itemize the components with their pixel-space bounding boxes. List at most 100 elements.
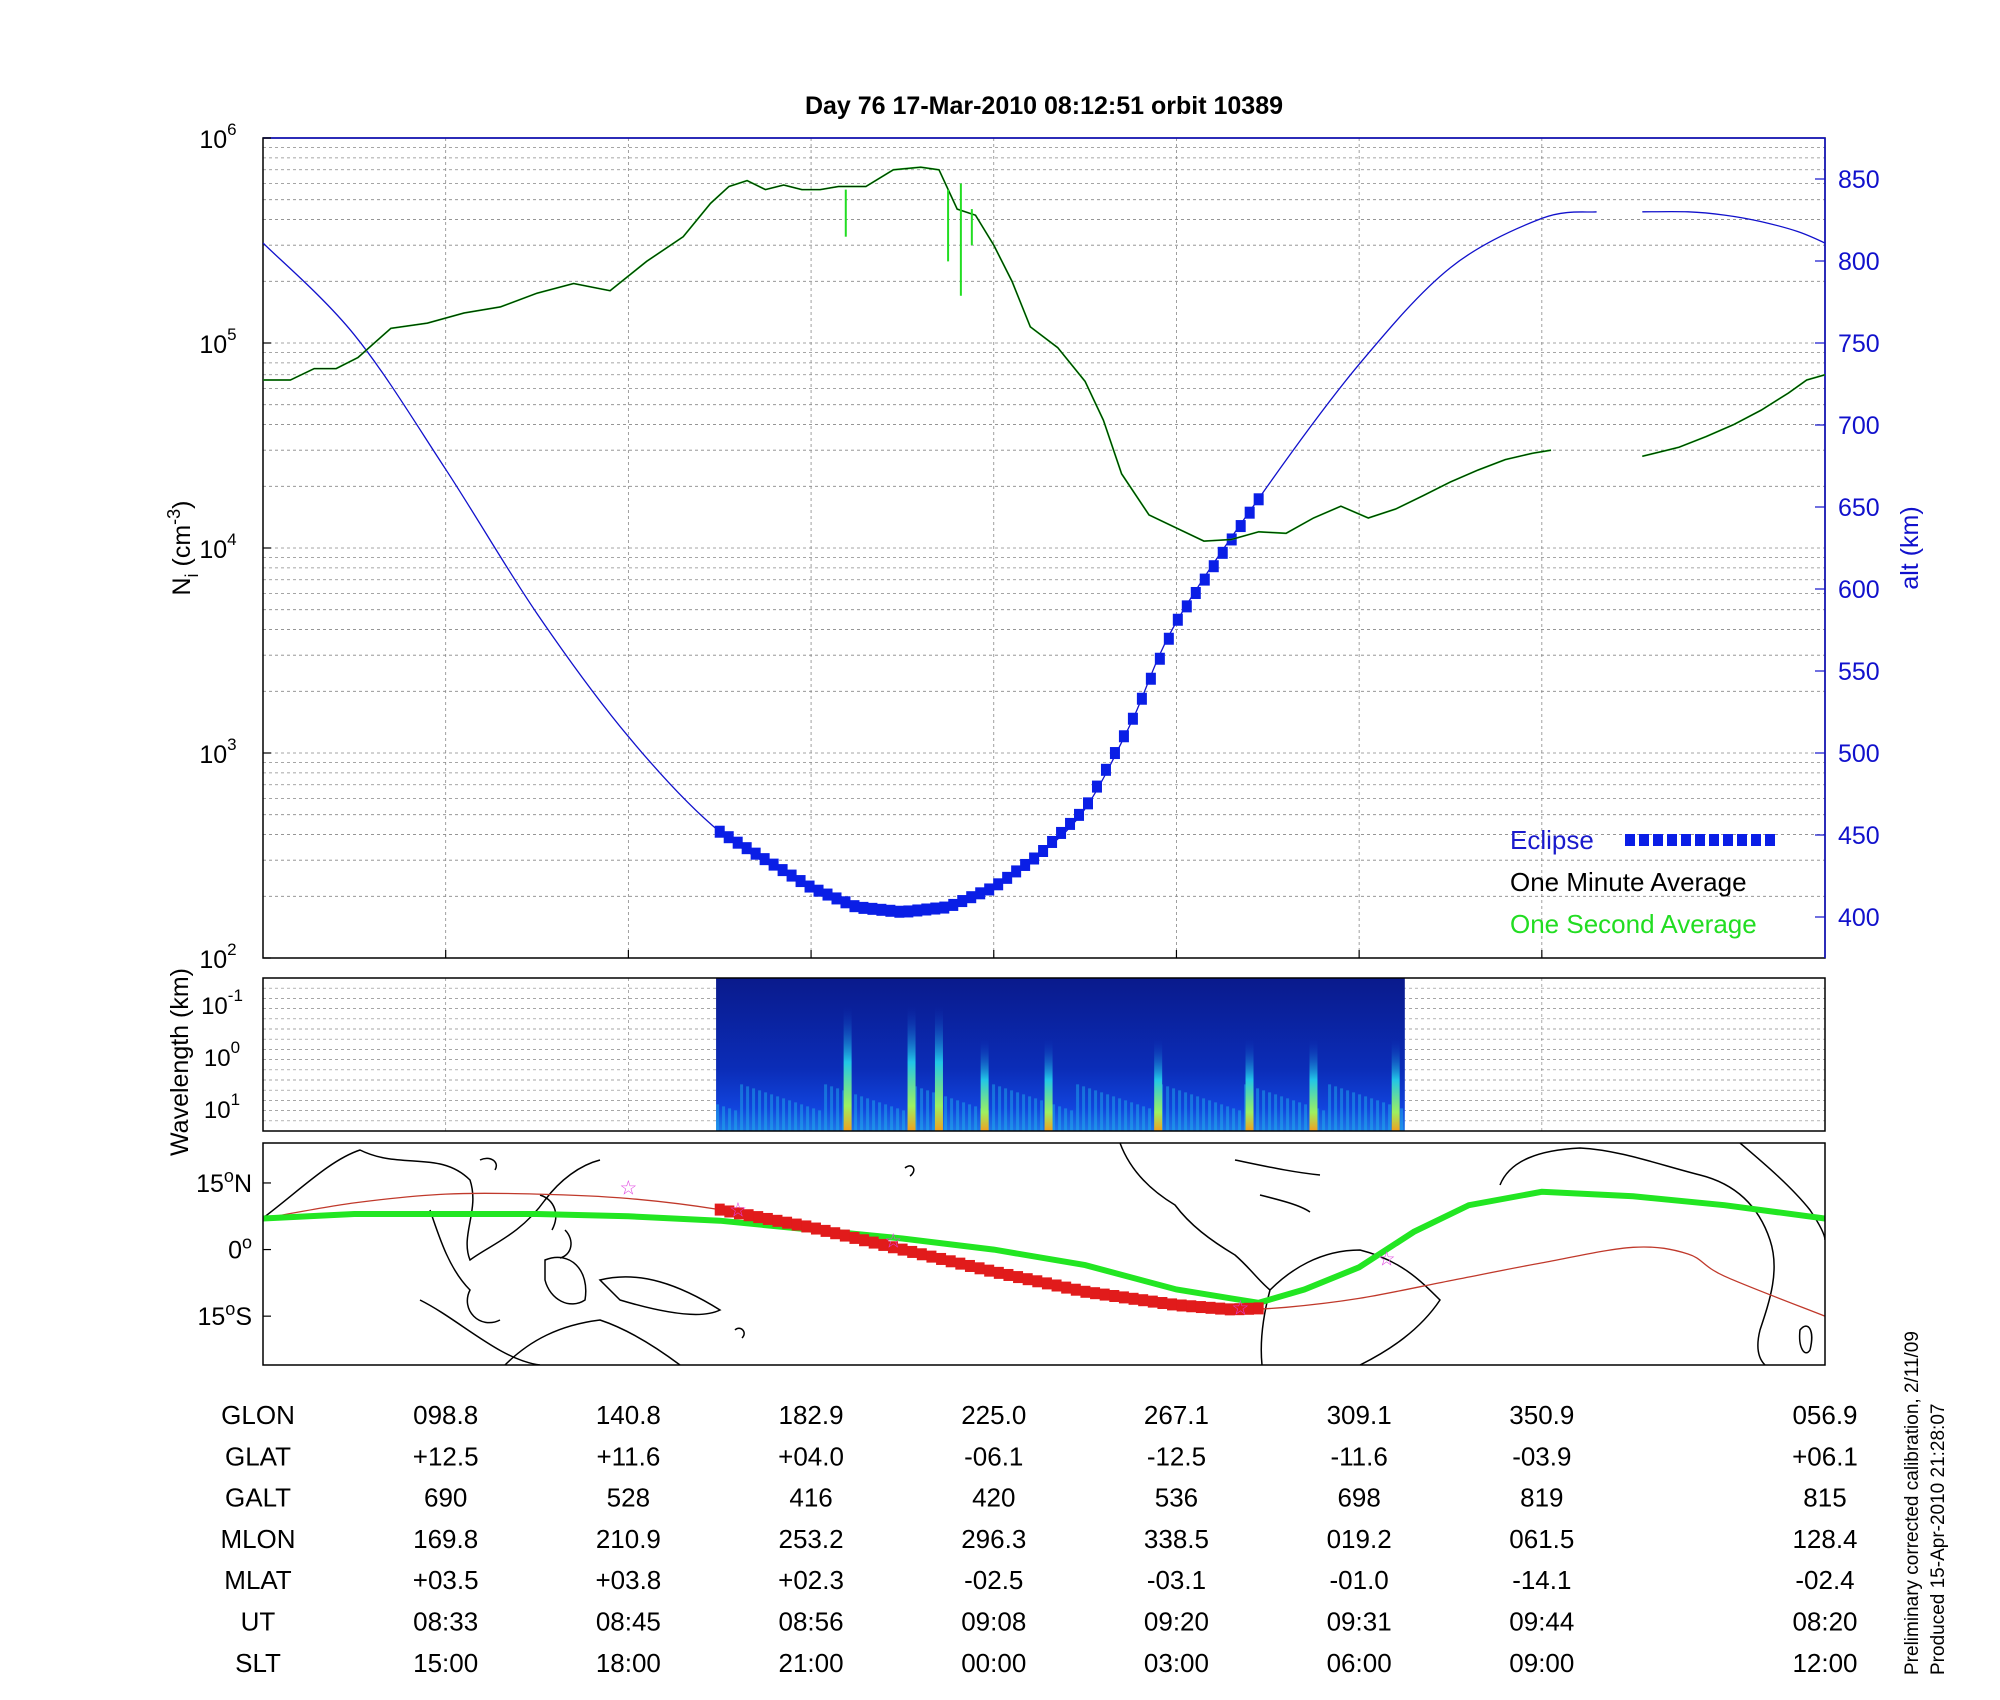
spec-column — [1208, 1100, 1212, 1131]
spec-hot-spot — [1154, 1038, 1163, 1131]
table-cell: 21:00 — [779, 1648, 844, 1678]
coast-asia — [263, 1149, 601, 1262]
spec-column — [794, 1102, 798, 1131]
table-cell: 690 — [424, 1483, 467, 1513]
spec-column — [1226, 1106, 1230, 1131]
spec-hot-spot — [843, 1006, 852, 1131]
eclipse-track-marker — [762, 1212, 773, 1225]
spec-column — [1298, 1102, 1302, 1131]
eclipse-marker — [984, 883, 995, 896]
table-cell: 140.8 — [596, 1400, 661, 1430]
spec-column — [842, 1090, 846, 1131]
y-tick-label: 103 — [199, 735, 236, 769]
spec-hot-spot — [907, 1006, 916, 1131]
alt-tick-label: 600 — [1838, 576, 1880, 604]
spec-column — [1088, 1088, 1092, 1131]
spec-tick-label: 10-1 — [201, 986, 243, 1020]
spec-column — [1232, 1108, 1236, 1131]
spec-column — [1136, 1104, 1140, 1131]
eclipse-track-marker — [1022, 1273, 1033, 1286]
density-panel: 102 103 104 105 106 400 450 500 550 600 650 700 750… — [164, 120, 1924, 974]
eclipse-marker — [795, 875, 806, 888]
side-notes: Preliminary corrected calibration, 2/11/… — [1902, 1331, 1949, 1675]
table-cell: 169.8 — [413, 1524, 478, 1554]
table-cell: 15:00 — [413, 1648, 478, 1678]
chart-title: Day 76 17-Mar-2010 08:12:51 orbit 10389 — [805, 92, 1283, 120]
eclipse-track-marker — [791, 1218, 802, 1231]
eclipse-marker — [1109, 747, 1120, 760]
table-cell: 309.1 — [1327, 1400, 1392, 1430]
eclipse-marker — [993, 878, 1004, 891]
eclipse-track-marker — [1176, 1299, 1187, 1312]
coast-newguinea — [598, 1276, 722, 1316]
table-cell: +06.1 — [1792, 1441, 1858, 1471]
eclipse-track-marker — [945, 1255, 956, 1268]
spec-column — [1280, 1096, 1284, 1131]
spec-column — [1220, 1104, 1224, 1131]
spec-tick-label: 101 — [204, 1090, 240, 1124]
altitude-line — [263, 210, 1825, 913]
spec-column — [1058, 1106, 1062, 1131]
spec-column — [944, 1096, 948, 1131]
table-cell: 819 — [1520, 1483, 1563, 1513]
eclipse-track-marker — [1003, 1268, 1014, 1281]
spec-column — [1238, 1110, 1242, 1131]
eclipse-marker — [741, 842, 752, 855]
table-cell: 03:00 — [1144, 1648, 1209, 1678]
eclipse-track-marker — [1215, 1302, 1226, 1315]
spec-column — [776, 1096, 780, 1131]
eclipse-marker — [1100, 763, 1111, 776]
table-cell: -02.5 — [964, 1565, 1023, 1595]
table-cell: 698 — [1337, 1483, 1380, 1513]
eclipse-marker — [885, 904, 896, 917]
spec-column — [1172, 1088, 1176, 1131]
coast-africa — [1499, 1147, 1775, 1365]
eclipse-track-marker — [1099, 1288, 1110, 1301]
eclipse-marker — [867, 902, 878, 915]
eclipse-marker — [1181, 600, 1192, 613]
eclipse-marker — [723, 831, 734, 844]
coast-sumatra — [419, 1299, 541, 1365]
table-cell: -01.0 — [1330, 1565, 1389, 1595]
spec-column — [1028, 1096, 1032, 1131]
map-frame — [262, 1142, 1826, 1366]
table-cell: -06.1 — [964, 1441, 1023, 1471]
table-cell: -03.9 — [1512, 1441, 1571, 1471]
spec-column — [1304, 1104, 1308, 1131]
spec-column — [800, 1104, 804, 1131]
spec-column — [1316, 1108, 1320, 1131]
eclipse-marker — [1190, 586, 1201, 599]
eclipse-marker — [975, 887, 986, 900]
eclipse-marker — [1244, 506, 1255, 519]
spec-column — [1064, 1108, 1068, 1131]
table-cell: 528 — [607, 1483, 650, 1513]
table-row-label: UT — [241, 1607, 276, 1637]
spec-column — [1034, 1098, 1038, 1131]
spec-column — [1376, 1100, 1380, 1131]
table-cell: 420 — [972, 1483, 1015, 1513]
spec-column — [896, 1108, 900, 1131]
eclipse-track-marker — [1157, 1297, 1168, 1310]
table-cell: 350.9 — [1509, 1400, 1574, 1430]
table-cell: 416 — [789, 1483, 832, 1513]
spec-hot-spot — [1044, 1038, 1053, 1131]
legend-eclipse: Eclipse — [1510, 825, 1594, 855]
table-cell: 09:20 — [1144, 1607, 1209, 1637]
spec-column — [716, 1104, 720, 1131]
eclipse-marker — [1011, 865, 1022, 878]
eclipse-marker — [822, 888, 833, 901]
eclipse-track-marker — [1195, 1301, 1206, 1314]
table-cell: 09:44 — [1509, 1607, 1574, 1637]
eclipse-marker — [1136, 692, 1147, 705]
eclipse-marker — [1029, 852, 1040, 865]
eclipse-marker — [1091, 780, 1102, 793]
eclipse-track-marker — [1234, 1303, 1245, 1316]
ground-track-map: ☆ ☆ ☆ ☆ ☆ 15oN 0o 15oS — [196, 1142, 1826, 1366]
spec-column — [890, 1106, 894, 1131]
eclipse-marker — [786, 869, 797, 882]
table-cell: 09:31 — [1327, 1607, 1392, 1637]
eclipse-marker — [948, 898, 959, 911]
eclipse-track-marker — [1253, 1302, 1264, 1315]
spec-hot-spot — [980, 1038, 989, 1131]
